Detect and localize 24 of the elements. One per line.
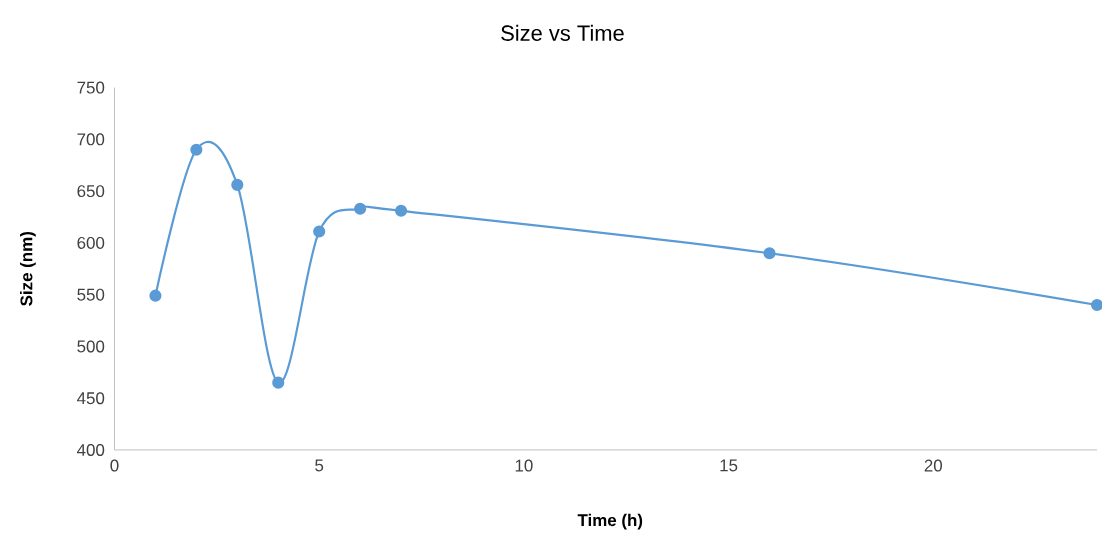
y-axis-title: Size (nm) <box>20 232 36 307</box>
point <box>394 204 408 218</box>
x-tick-label: 10 <box>515 459 533 472</box>
x-tick-label: 15 <box>720 459 738 472</box>
y-tick-label: 450 <box>77 392 105 405</box>
x-tick-label: 5 <box>315 459 324 472</box>
y-tick-label: 550 <box>77 288 105 301</box>
y-tick-label: 500 <box>77 340 105 353</box>
point <box>272 376 285 389</box>
x-tick-label: 20 <box>924 459 943 472</box>
point <box>763 247 776 260</box>
chart-title: Size vs Time <box>501 25 624 42</box>
y-tick-label: 650 <box>77 185 105 198</box>
y-tick-label: 750 <box>77 81 105 94</box>
point <box>149 289 162 302</box>
point <box>313 225 326 238</box>
y-tick-label: 700 <box>77 133 105 146</box>
x-axis-title: Time (h) <box>577 513 643 530</box>
point <box>231 179 244 192</box>
x-tick-label: 0 <box>110 459 119 472</box>
y-tick-label: 400 <box>77 444 105 457</box>
point <box>354 202 367 216</box>
point <box>190 143 203 157</box>
y-tick-label: 600 <box>77 237 105 250</box>
